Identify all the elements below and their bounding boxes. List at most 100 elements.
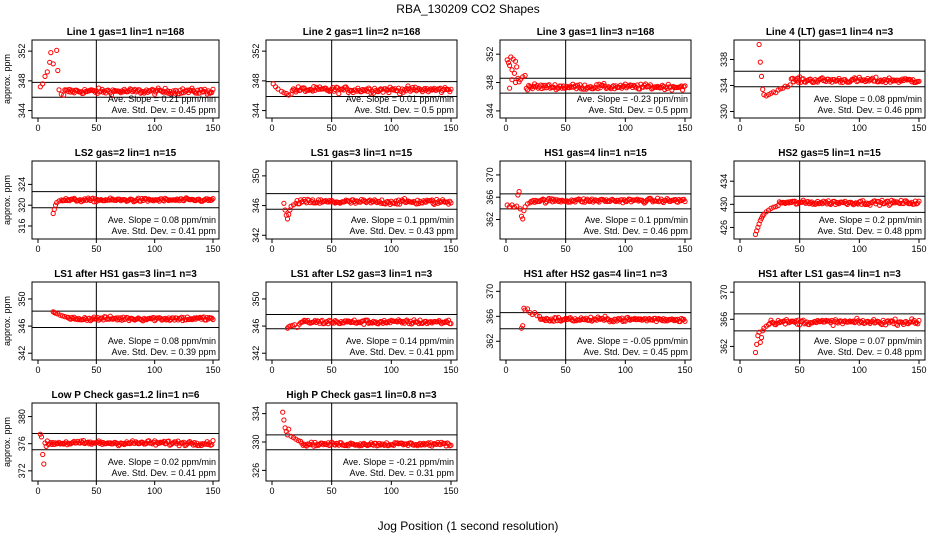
data-point	[590, 317, 596, 323]
x-tick-label: 0	[269, 244, 274, 254]
data-point	[332, 200, 338, 206]
x-tick-label: 50	[327, 244, 337, 254]
slope-annotation: Ave. Slope = -0.21 ppm/min	[343, 457, 454, 467]
data-point	[448, 321, 454, 327]
data-point	[886, 202, 892, 208]
slope-annotation: Ave. Slope = 0.1 ppm/min	[585, 215, 688, 225]
data-point	[202, 197, 208, 203]
y-tick-label: 430	[719, 197, 729, 212]
x-tick-label: 100	[618, 123, 633, 133]
data-point	[65, 197, 71, 203]
plot-frame	[733, 281, 926, 361]
x-tick-label: 100	[384, 244, 399, 254]
y-tick-label: 344	[17, 103, 27, 118]
data-point	[552, 82, 558, 88]
data-point	[351, 317, 357, 323]
y-tick-label: 426	[719, 220, 729, 235]
data-point	[286, 426, 292, 432]
panel-10: LS1 after LS2 gas=3 lin=1 n=3 0 50 100 150 34…	[251, 269, 459, 375]
std-dev-annotation: Ave. Std. Dev. = 0.43 ppm	[350, 226, 454, 236]
data-point	[122, 197, 129, 203]
data-point	[785, 318, 791, 324]
data-point	[56, 87, 62, 93]
y-tick-label: 366	[719, 312, 729, 327]
data-point	[378, 200, 384, 206]
data-point	[57, 312, 63, 318]
x-tick-label: 150	[911, 365, 926, 375]
data-point	[767, 320, 773, 326]
data-point	[757, 339, 763, 345]
panel-title: Line 1 gas=1 lin=1 n=168	[67, 27, 185, 38]
data-point	[857, 76, 864, 83]
data-point	[607, 319, 613, 325]
data-point	[42, 73, 48, 80]
data-point	[752, 349, 759, 356]
data-point	[393, 198, 399, 204]
data-point	[366, 85, 372, 91]
data-point	[545, 197, 551, 203]
data-point	[514, 64, 520, 70]
plot-frame	[31, 402, 220, 482]
data-point	[314, 199, 320, 206]
data-point	[107, 440, 113, 446]
panel-title: LS1 gas=3 lin=1 n=15	[311, 148, 413, 159]
y-tick-label: 346	[17, 319, 27, 334]
x-tick-label: 0	[503, 123, 508, 133]
data-point	[798, 79, 804, 85]
y-tick-label: 370	[485, 167, 495, 182]
data-point	[97, 440, 103, 446]
data-point	[443, 318, 449, 324]
panel-12: HS1 after LS1 gas=4 lin=1 n=3 0 50 100 150 36…	[719, 269, 927, 375]
panel-6: LS1 gas=3 lin=1 n=15 0 50 100 150 342 346 350 Av…	[251, 148, 459, 254]
data-point	[178, 314, 185, 320]
data-point	[650, 199, 656, 205]
data-point	[782, 83, 788, 89]
x-tick-label: 100	[852, 123, 867, 133]
main-title: RBA_130209 CO2 Shapes	[396, 2, 540, 16]
data-point	[289, 322, 295, 328]
data-point	[653, 198, 660, 204]
data-point	[159, 88, 165, 94]
panel-title: Line 3 gas=1 lin=3 n=168	[537, 27, 655, 38]
data-point	[778, 86, 784, 92]
data-point	[542, 200, 549, 206]
data-point	[41, 461, 47, 467]
x-tick-label: 100	[147, 486, 162, 496]
x-tick-label: 150	[443, 244, 458, 254]
data-point	[410, 320, 416, 326]
data-point	[281, 417, 287, 423]
data-point	[520, 216, 526, 222]
data-point	[194, 90, 200, 96]
y-tick-label: 342	[251, 228, 261, 243]
y-tick-label: 372	[17, 463, 27, 478]
data-point	[514, 203, 520, 209]
data-point	[889, 77, 895, 83]
data-point	[773, 204, 779, 210]
data-point	[397, 201, 403, 207]
data-point	[40, 81, 46, 87]
panel-8: HS2 gas=5 lin=1 n=15 0 50 100 150 426 430 434 Av…	[719, 148, 927, 254]
data-point	[613, 198, 619, 205]
x-tick-label: 150	[677, 123, 692, 133]
plot-frame	[265, 160, 458, 240]
data-point	[293, 200, 299, 206]
x-tick-label: 50	[327, 365, 337, 375]
data-point	[286, 92, 292, 98]
data-point	[182, 196, 188, 202]
data-point	[405, 83, 411, 89]
data-point	[524, 201, 531, 207]
data-point	[336, 91, 342, 97]
data-point	[518, 213, 525, 219]
slope-annotation: Ave. Slope = 0.2 ppm/min	[819, 215, 922, 225]
std-dev-annotation: Ave. Std. Dev. = 0.41 ppm	[350, 347, 454, 357]
slope-annotation: Ave. Slope = 0.08 ppm/min	[108, 215, 216, 225]
plot-frame	[31, 160, 220, 240]
x-tick-label: 150	[443, 486, 458, 496]
data-point	[342, 198, 348, 205]
data-point	[287, 323, 293, 329]
data-point	[50, 61, 56, 67]
data-point	[317, 441, 323, 447]
std-dev-annotation: Ave. Std. Dev. = 0.46 ppm	[584, 226, 688, 236]
data-point	[209, 315, 215, 321]
data-point	[838, 318, 845, 324]
